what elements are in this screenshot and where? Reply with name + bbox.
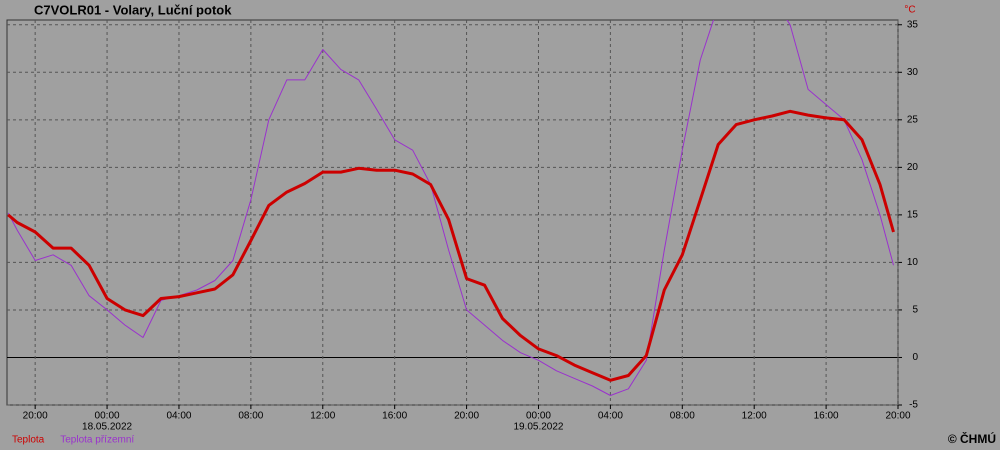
legend-entry: Teplota přízemní [60, 435, 134, 446]
y-tick-label: 35 [907, 19, 919, 30]
y-tick-label: 0 [912, 352, 918, 363]
x-tick-label: 00:00 [95, 411, 120, 422]
x-tick-label: 04:00 [166, 411, 191, 422]
x-tick-label: 00:00 [526, 411, 551, 422]
x-tick-label: 12:00 [742, 411, 767, 422]
chart-title: C7VOLR01 - Volary, Luční potok [34, 2, 232, 17]
plot-area [7, 20, 895, 396]
y-tick-label: 30 [907, 67, 919, 78]
y-unit: °C [904, 5, 915, 16]
copyright: © ČHMÚ [948, 431, 996, 446]
x-tick-label: 20:00 [885, 411, 910, 422]
date-label: 18.05.2022 [82, 422, 132, 433]
series-line [7, 109, 895, 382]
x-tick-label: 08:00 [238, 411, 263, 422]
y-tick-label: 10 [907, 257, 919, 268]
y-tick-label: 25 [907, 114, 919, 125]
y-tick-label: 5 [912, 305, 918, 316]
x-tick-label: 16:00 [382, 411, 407, 422]
x-tick-label: 16:00 [814, 411, 839, 422]
x-tick-label: 20:00 [454, 411, 479, 422]
x-tick-label: 04:00 [598, 411, 623, 422]
date-label: 19.05.2022 [513, 422, 563, 433]
y-tick-label: 15 [907, 210, 919, 221]
y-tick-label: 20 [907, 162, 919, 173]
legend-entry: Teplota [12, 435, 45, 446]
y-tick-label: -5 [909, 400, 918, 411]
x-tick-label: 08:00 [670, 411, 695, 422]
x-tick-label: 12:00 [310, 411, 335, 422]
x-tick-label: 20:00 [23, 411, 48, 422]
series-line [7, 20, 894, 396]
